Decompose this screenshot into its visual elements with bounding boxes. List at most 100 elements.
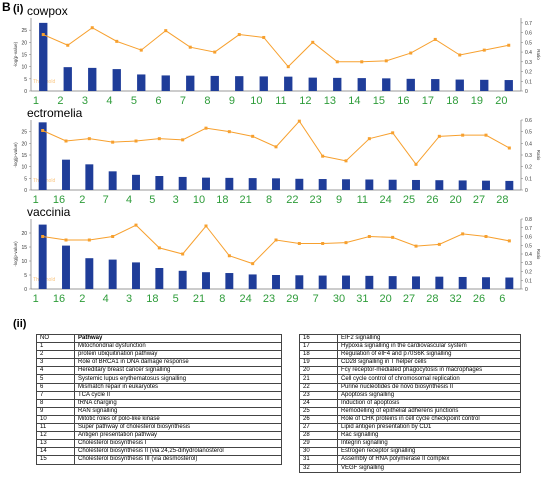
table-row: 3 Role of BRCA1 in DNA damage response (36, 358, 282, 368)
table-row: 23 Apoptosis signalling (299, 390, 521, 400)
table-row: 30 Estrogen receptor signalling (299, 447, 521, 457)
cell-no: 21 (299, 374, 338, 384)
cell-pathway: Fcγ receptor-mediated phagocytosis in ma… (337, 366, 521, 376)
y-tick-label: 25 (21, 130, 27, 136)
cell-no: 6 (36, 382, 75, 392)
bar (178, 176, 187, 190)
cell-no: 1 (36, 342, 75, 352)
table-row: 18 Regulation of eIF4 and p70S6K signalli… (299, 350, 521, 360)
y2-tick-label: 0.2 (525, 70, 532, 76)
ratio-point (367, 137, 371, 141)
cell-pathway: Remodelling of epithelial adherens junct… (337, 406, 521, 416)
cell-pathway: Hypoxia signalling in the cardiovascular… (337, 342, 521, 352)
bar (412, 276, 420, 289)
chart-title: vaccinia (27, 205, 71, 219)
y2-tick-label: 0.7 (525, 21, 532, 27)
cell-pathway: VEGF signalling (337, 463, 521, 473)
ratio-point (227, 254, 231, 258)
x-tick-label: 3 (82, 95, 88, 107)
ratio-point (164, 29, 168, 33)
ratio-point (409, 51, 413, 55)
table-row: 2 protein ubiquitination pathway (36, 350, 282, 360)
y-tick-label: 15 (21, 53, 27, 59)
bar (39, 22, 48, 91)
cell-pathway: Mismatch repair in eukaryotes (74, 382, 282, 392)
x-tick-label: 5 (131, 95, 137, 107)
y2-tick-label: 0.7 (525, 226, 532, 232)
ratio-point (367, 235, 371, 238)
cell-pathway: Regulation of eIF4 and p70S6K signalling (337, 350, 521, 360)
table-row: 21 Cell cycle control of chromosomal repl… (299, 374, 521, 384)
ratio-point (507, 43, 511, 47)
cell-no: 14 (36, 447, 75, 457)
chart-title: ectromelia (27, 106, 83, 120)
cell-no: 23 (299, 390, 338, 400)
y2-tick-label: 0.1 (525, 278, 532, 284)
x-tick-label: 3 (173, 194, 179, 206)
table-row: 31 Assembly of RNA polymerase II complex (299, 455, 521, 465)
ratio-point (344, 241, 348, 245)
bar (295, 275, 304, 289)
ratio-point (433, 37, 437, 41)
cell-no: 15 (36, 455, 75, 465)
ratio-point (274, 145, 278, 149)
x-tick-label: 5 (173, 293, 179, 305)
table-row: 8 tRNA charging (36, 398, 282, 408)
x-tick-label: 20 (380, 293, 392, 305)
cell-no: 12 (36, 431, 75, 441)
cell-pathway: TCA cycle II (74, 390, 282, 400)
bar (435, 276, 444, 289)
ratio-point (461, 133, 465, 137)
cell-pathway: tRNA charging (74, 398, 282, 408)
table-row: 9 RAN signalling (36, 406, 282, 416)
x-tick-label: 3 (126, 293, 132, 305)
bar (112, 69, 121, 91)
y2-tick-label: 0.2 (525, 165, 532, 171)
table-row: 27 Lipid antigen presentation by CD1 (299, 423, 521, 433)
x-tick-label: 1 (33, 293, 39, 305)
bar (388, 179, 397, 190)
x-tick-label: 10 (250, 95, 262, 107)
cell-pathway: protein ubiquitination pathway (74, 350, 282, 360)
y-axis-label: -log(p-value) (13, 142, 18, 168)
cell-pathway: Estrogen receptor signalling (337, 447, 521, 457)
y2-tick-label: 0.3 (525, 60, 532, 66)
bar (202, 272, 210, 289)
y-tick-label: 10 (21, 165, 27, 171)
table-row: 11 Super pathway of cholesterol biosynthe… (36, 423, 282, 433)
chart-vaccinia: vaccinia0510152000.10.20.30.40.50.60.70.… (13, 205, 541, 305)
bar (210, 75, 219, 91)
y2-tick-label: 0.6 (525, 118, 532, 124)
bar (38, 224, 47, 289)
y2-tick-label: 0.3 (525, 153, 532, 159)
ratio-point (227, 130, 231, 134)
x-tick-label: 16 (53, 194, 65, 206)
ratio-point (437, 242, 441, 246)
cell-pathway: Pathway (74, 333, 282, 344)
pathways-table-right: 16 EIF2 signalling 17 Hypoxia signalling in… (299, 333, 521, 473)
cell-no: 25 (299, 406, 338, 416)
y2-tick-label: 0.4 (525, 50, 532, 56)
cell-no: 2 (36, 350, 75, 360)
x-tick-label: 17 (422, 95, 434, 107)
x-tick-label: 1 (33, 95, 39, 107)
y-tick-label: 25 (21, 28, 27, 34)
ratio-point (251, 134, 255, 138)
x-tick-label: 18 (446, 95, 458, 107)
cell-no: 3 (36, 358, 75, 368)
bar (62, 159, 70, 190)
cell-no: 9 (36, 406, 75, 416)
ratio-point (139, 48, 143, 52)
bar (458, 180, 467, 190)
x-tick-label: 23 (310, 194, 322, 206)
cell-pathway: Role of CHK proteins in cell cycle check… (337, 414, 521, 425)
x-tick-label: 1 (33, 194, 39, 206)
bar (318, 179, 327, 190)
ratio-point (87, 238, 91, 242)
x-tick-label: 29 (286, 293, 298, 305)
ratio-point (204, 224, 208, 228)
ratio-point (414, 162, 418, 166)
ratio-point (237, 33, 241, 37)
x-tick-label: 2 (79, 293, 85, 305)
table-row: 14 Cholesterol biosynthesis II (via 24,25… (36, 447, 282, 457)
